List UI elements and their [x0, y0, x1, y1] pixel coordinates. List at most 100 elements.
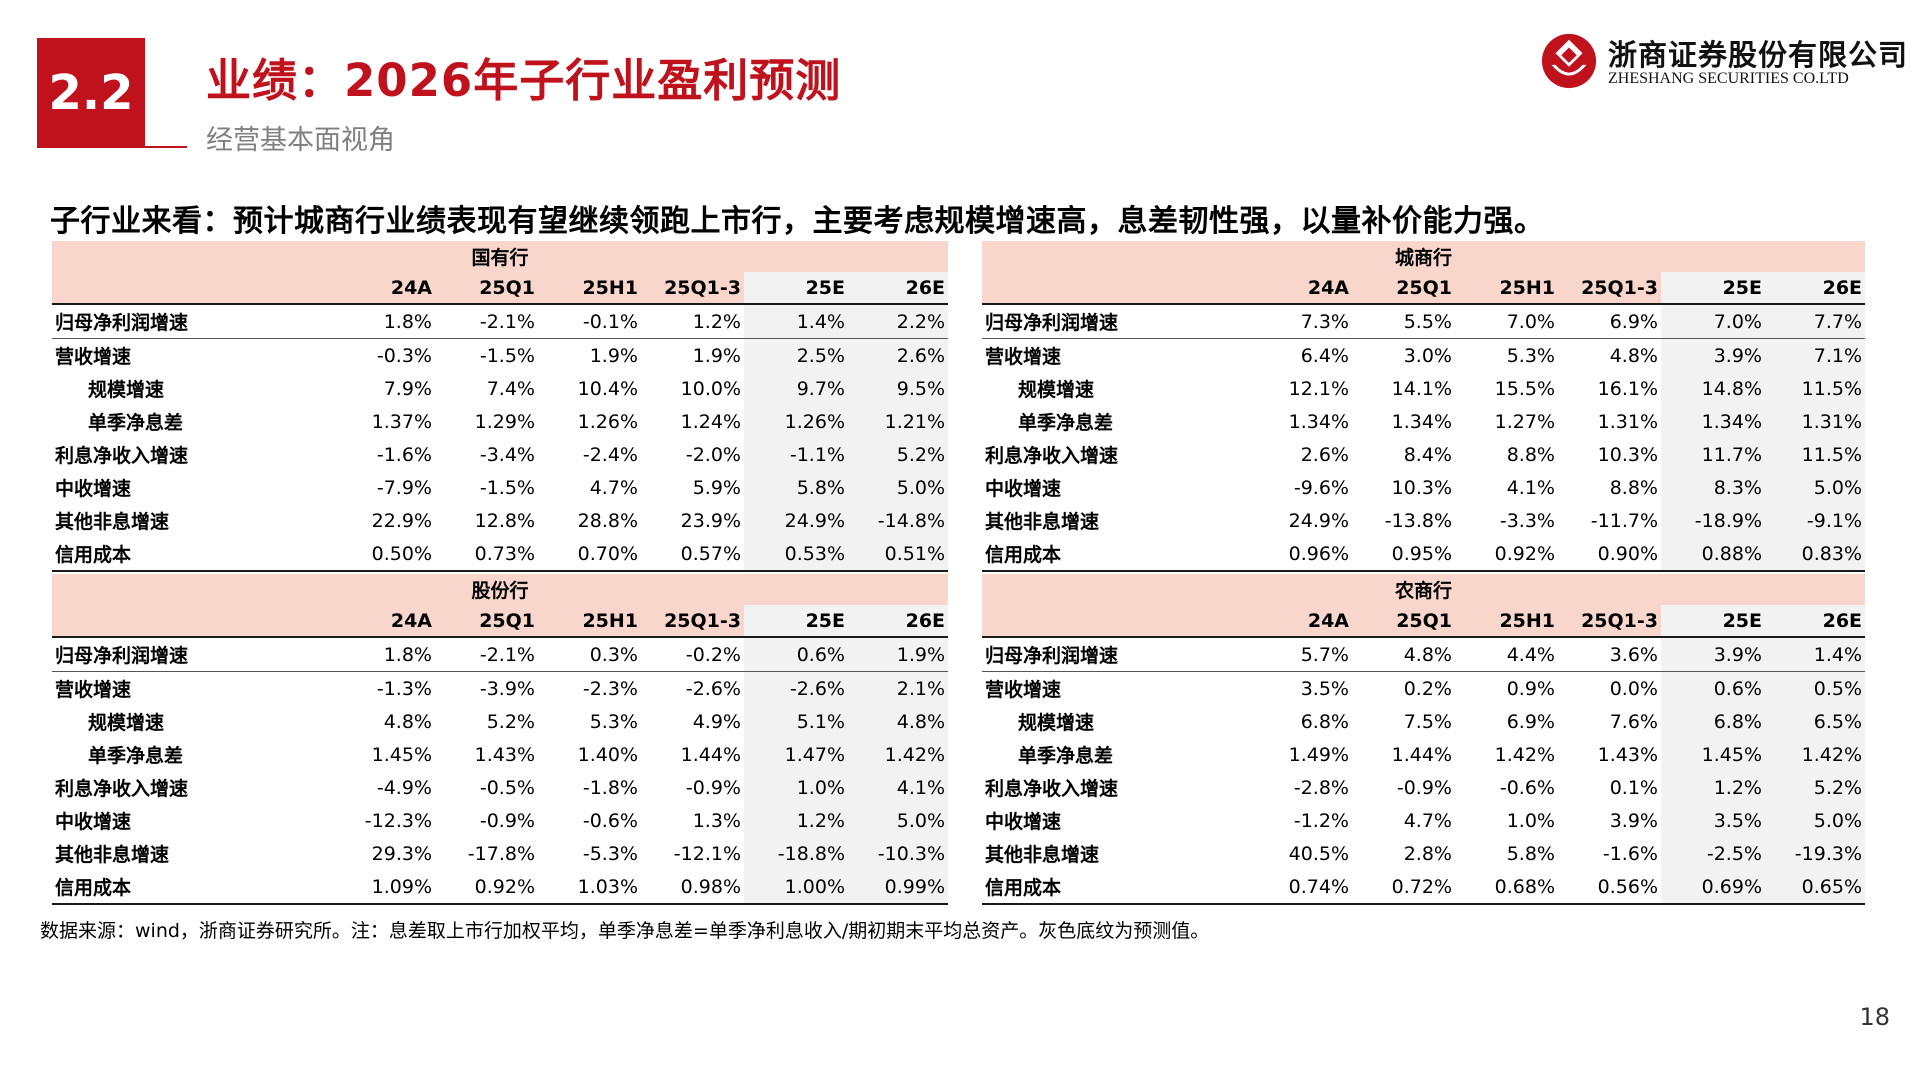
- table-cell: 5.8%: [1506, 842, 1555, 865]
- table-cell: 1.9%: [589, 344, 638, 367]
- table-cell: -18.9%: [1661, 504, 1765, 537]
- table-cell: -1.5%: [479, 344, 535, 367]
- column-header: 25E: [744, 605, 848, 638]
- table-cell: -2.0%: [685, 443, 741, 466]
- table-cell: 5.3%: [1506, 344, 1555, 367]
- table-cell: -11.7%: [1590, 509, 1658, 532]
- table-cell: 4.7%: [1403, 809, 1452, 832]
- footnote: 数据来源：wind，浙商证券研究所。注：息差取上市行加权平均，单季净息差=单季净…: [40, 920, 1210, 942]
- row-label: 单季净息差: [1018, 745, 1114, 767]
- table-cell: -9.1%: [1765, 504, 1866, 537]
- row-label: 规模增速: [1018, 712, 1095, 734]
- table-cell: 6.4%: [1300, 344, 1349, 367]
- table-cell: -19.3%: [1765, 837, 1866, 870]
- table-cell: 4.7%: [589, 476, 638, 499]
- table-cell: -12.3%: [364, 809, 432, 832]
- table-cell: 7.0%: [1455, 304, 1558, 339]
- row-label: 其他非息增速: [55, 511, 170, 533]
- table-cell: 3.6%: [1558, 637, 1661, 672]
- table-cell: 28.8%: [577, 509, 638, 532]
- table-cell: 8.8%: [1609, 476, 1658, 499]
- table-cell: -0.6%: [1499, 776, 1555, 799]
- row-label: 中收增速: [55, 478, 132, 500]
- row-label: 信用成本: [52, 870, 332, 905]
- table-cell: 0.88%: [1661, 537, 1765, 572]
- column-header: 24A: [332, 272, 435, 305]
- column-header: 26E: [848, 272, 949, 305]
- table-cell: 5.8%: [744, 471, 848, 504]
- table-cell: 3.9%: [1609, 809, 1658, 832]
- table-cell: 5.2%: [486, 710, 535, 733]
- table-cell: 3.9%: [1661, 637, 1765, 672]
- table-cell: -5.3%: [582, 842, 638, 865]
- table-row: 规模增速 4.8% 5.2% 5.3% 4.9% 5.1% 4.8%: [52, 705, 949, 738]
- table-cell: 0.99%: [848, 870, 949, 905]
- table-cell: 22.9%: [371, 509, 432, 532]
- column-header: 26E: [1765, 605, 1866, 638]
- section-number: 2.2: [48, 65, 134, 121]
- column-header: 25Q1-3: [641, 605, 744, 638]
- table-cell: 0.68%: [1455, 870, 1558, 905]
- row-label: 单季净息差: [1018, 412, 1114, 434]
- table-cell: 0.51%: [848, 537, 949, 572]
- table-joint-stock-banks: 股份行 24A 25Q1 25H1 25Q1-3 25E 26E 归母净利润增速 1.8% -2.…: [52, 574, 949, 905]
- table-cell: 3.5%: [1661, 804, 1765, 837]
- table-cell: -10.3%: [848, 837, 949, 870]
- table-cell: 24.9%: [1288, 509, 1349, 532]
- table-cell: 5.0%: [848, 804, 949, 837]
- table-row: 利息净收入增速 -1.6% -3.4% -2.4% -2.0% -1.1% 5.2%: [52, 438, 949, 471]
- row-label: 其他非息增速: [55, 844, 170, 866]
- table-cell: 1.2%: [744, 804, 848, 837]
- table-cell: -0.1%: [538, 304, 641, 339]
- table-cell: -18.8%: [744, 837, 848, 870]
- table-cell: 0.92%: [1455, 537, 1558, 572]
- row-label: 营收增速: [985, 679, 1062, 701]
- header-blank: [982, 272, 1249, 305]
- table-cell: -2.1%: [435, 637, 538, 672]
- table-cell: -13.8%: [1384, 509, 1452, 532]
- table-row: 单季净息差 1.37% 1.29% 1.26% 1.24% 1.26% 1.21%: [52, 405, 949, 438]
- row-label: 信用成本: [982, 870, 1249, 905]
- table-row: 规模增速 7.9% 7.4% 10.4% 10.0% 9.7% 9.5%: [52, 372, 949, 405]
- section-underline: [145, 146, 187, 148]
- table-cell: 9.5%: [848, 372, 949, 405]
- logo-company-name-cn: 浙商证券股份有限公司: [1608, 38, 1909, 72]
- table-cell: 9.7%: [744, 372, 848, 405]
- table-cell: 1.21%: [848, 405, 949, 438]
- table-cell: -0.9%: [479, 809, 535, 832]
- row-label: 规模增速: [88, 379, 165, 401]
- table-row: 营收增速 -0.3% -1.5% 1.9% 1.9% 2.5% 2.6%: [52, 338, 949, 372]
- table-row: 归母净利润增速 7.3% 5.5% 7.0% 6.9% 7.0% 7.7%: [982, 304, 1866, 339]
- table-cell: -3.9%: [479, 677, 535, 700]
- column-header: 25Q1: [435, 605, 538, 638]
- column-header: 24A: [1249, 272, 1352, 305]
- table-cell: 0.6%: [1661, 671, 1765, 705]
- table-rural-commercial-banks: 农商行 24A 25Q1 25H1 25Q1-3 25E 26E 归母净利润增速 5.7% 4.8…: [982, 574, 1866, 905]
- table-cell: 0.3%: [538, 637, 641, 672]
- row-label: 营收增速: [55, 346, 132, 368]
- table-city-commercial-banks: 城商行 24A 25Q1 25H1 25Q1-3 25E 26E 归母净利润增速 7.3% 5.5…: [982, 241, 1866, 572]
- page-subtitle: 经营基本面视角: [206, 125, 395, 156]
- table-cell: 14.8%: [1661, 372, 1765, 405]
- table-cell: 4.9%: [692, 710, 741, 733]
- table-cell: 1.29%: [474, 410, 535, 433]
- table-cell: 1.26%: [744, 405, 848, 438]
- column-header: 25Q1: [435, 272, 538, 305]
- table-cell: -0.6%: [582, 809, 638, 832]
- table-cell: 4.1%: [1506, 476, 1555, 499]
- column-header: 25Q1: [1352, 605, 1455, 638]
- table-row: 归母净利润增速 1.8% -2.1% -0.1% 1.2% 1.4% 2.2%: [52, 304, 949, 339]
- table-cell: 3.5%: [1300, 677, 1349, 700]
- table-cell: 0.92%: [435, 870, 538, 905]
- table-cell: 1.2%: [641, 304, 744, 339]
- table-cell: 0.72%: [1352, 870, 1455, 905]
- table-row: 其他非息增速 29.3% -17.8% -5.3% -12.1% -18.8% -10.3%: [52, 837, 949, 870]
- table-cell: -3.4%: [479, 443, 535, 466]
- table-cell: 0.53%: [744, 537, 848, 572]
- table-cell: 4.8%: [383, 710, 432, 733]
- page-title: 业绩：2026年子行业盈利预测: [206, 54, 842, 107]
- column-header: 25H1: [538, 605, 641, 638]
- row-label: 归母净利润增速: [52, 304, 332, 339]
- table-cell: 15.5%: [1494, 377, 1555, 400]
- table-cell: 1.0%: [744, 771, 848, 804]
